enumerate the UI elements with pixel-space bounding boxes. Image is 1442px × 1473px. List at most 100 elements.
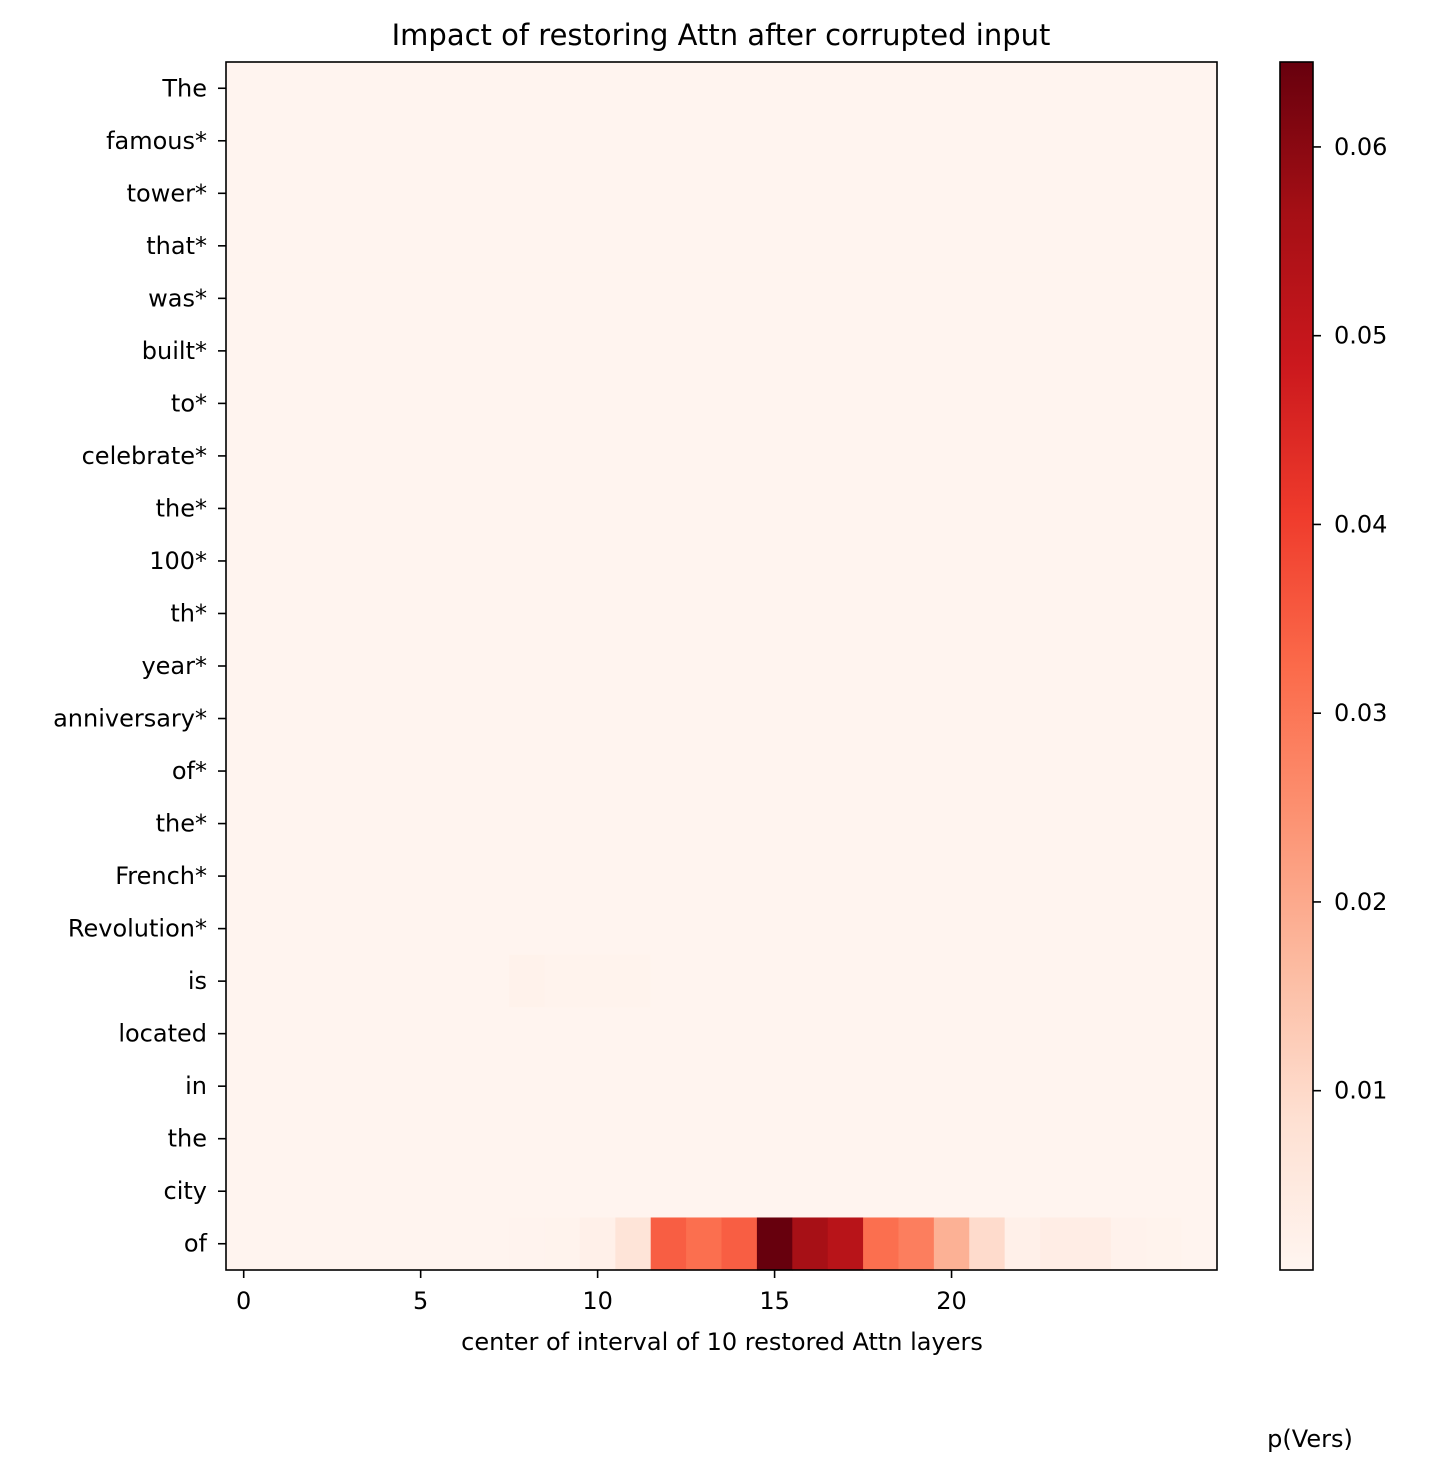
heatmap-cell	[1040, 429, 1077, 483]
heatmap-cell	[650, 849, 687, 903]
colorbar-frame	[1279, 61, 1314, 1271]
heatmap-cell	[579, 1164, 616, 1219]
heatmap-cell	[296, 1007, 333, 1061]
heatmap-cell	[438, 534, 475, 588]
heatmap-cell	[367, 324, 404, 378]
heatmap-cell	[827, 902, 864, 956]
heatmap-cell	[1181, 534, 1218, 588]
heatmap-cell	[1146, 62, 1183, 116]
heatmap-cell	[296, 219, 333, 273]
heatmap-cell	[579, 1217, 616, 1271]
heatmap-cell	[1181, 482, 1218, 536]
heatmap-cell	[226, 272, 262, 326]
heatmap-cell	[438, 429, 475, 483]
heatmap-cell	[579, 534, 616, 588]
heatmap-cell	[509, 587, 546, 641]
colorbar-tick-label: 0.04	[1334, 510, 1387, 538]
heatmap-cell	[1004, 587, 1041, 641]
y-tick-label: the*	[156, 494, 207, 522]
x-tick-label: 5	[413, 1287, 428, 1315]
heatmap-cell	[863, 744, 900, 798]
heatmap-cell	[827, 62, 864, 116]
heatmap-cell	[438, 62, 475, 116]
heatmap-cell	[402, 692, 439, 746]
heatmap-cell	[792, 639, 829, 693]
heatmap-cell	[863, 272, 900, 326]
heatmap-cell	[933, 1164, 970, 1219]
heatmap-cell	[1004, 377, 1041, 431]
heatmap-cell	[686, 587, 723, 641]
heatmap-cell	[1040, 954, 1077, 1008]
heatmap-cell	[1110, 482, 1147, 536]
heatmap-cell	[261, 272, 298, 326]
heatmap-cell	[1110, 849, 1147, 903]
y-tick-label: celebrate*	[82, 442, 207, 470]
heatmap-cell	[686, 324, 723, 378]
heatmap-cell	[332, 639, 369, 693]
heatmap-cell	[1181, 587, 1218, 641]
heatmap-cell	[827, 849, 864, 903]
heatmap-cell	[1004, 167, 1041, 221]
heatmap-cell	[473, 587, 510, 641]
heatmap-cell	[402, 954, 439, 1008]
heatmap-cell	[898, 954, 935, 1008]
heatmap-cell	[509, 272, 546, 326]
heatmap-cell	[933, 167, 970, 221]
heatmap-cell	[756, 429, 793, 483]
heatmap-cell	[1181, 797, 1218, 851]
heatmap-cell	[756, 219, 793, 273]
heatmap-cell	[1004, 849, 1041, 903]
colorbar-tick-label: 0.05	[1334, 322, 1387, 350]
heatmap-cell	[686, 62, 723, 116]
heatmap-cell	[1181, 429, 1218, 483]
heatmap-cell	[792, 272, 829, 326]
heatmap-cell	[579, 1059, 616, 1114]
heatmap-cell	[615, 482, 652, 536]
heatmap-cell	[1075, 1164, 1112, 1219]
heatmap-cell	[1110, 692, 1147, 746]
heatmap-cell	[1110, 62, 1147, 116]
heatmap-cell	[473, 1217, 510, 1271]
heatmap-cell	[1004, 797, 1041, 851]
heatmap-cell	[686, 1112, 723, 1166]
heatmap-cell	[544, 377, 581, 431]
heatmap-cell	[1181, 62, 1218, 116]
heatmap-cell	[402, 114, 439, 168]
heatmap-cell	[544, 1007, 581, 1061]
heatmap-cell	[898, 587, 935, 641]
heatmap-cell	[402, 219, 439, 273]
heatmap-cell	[438, 114, 475, 168]
heatmap-cell	[969, 954, 1006, 1008]
heatmap-cell	[509, 114, 546, 168]
heatmap-cell	[509, 692, 546, 746]
x-tick-label: 10	[582, 1287, 613, 1315]
heatmap-cell	[226, 639, 262, 693]
heatmap-cell	[1075, 744, 1112, 798]
heatmap-cell	[296, 692, 333, 746]
heatmap-cell	[721, 377, 758, 431]
heatmap-cell	[579, 114, 616, 168]
heatmap-cell	[226, 1164, 262, 1219]
heatmap-cell	[1004, 692, 1041, 746]
heatmap-cell	[1146, 167, 1183, 221]
heatmap-cell	[261, 482, 298, 536]
heatmap-cell	[226, 744, 262, 798]
heatmap-cell	[544, 1164, 581, 1219]
heatmap-cell	[615, 1007, 652, 1061]
heatmap-cell	[296, 1164, 333, 1219]
heatmap-cell	[367, 272, 404, 326]
heatmap-cell	[721, 429, 758, 483]
heatmap-cell	[438, 902, 475, 956]
x-tick-label: 20	[936, 1287, 967, 1315]
heatmap-cell	[650, 272, 687, 326]
heatmap-cell	[1110, 377, 1147, 431]
heatmap-cell	[615, 324, 652, 378]
heatmap-cell	[261, 1059, 298, 1114]
heatmap-cell	[792, 692, 829, 746]
heatmap-cell	[261, 1112, 298, 1166]
heatmap-cell	[898, 1112, 935, 1166]
heatmap-cell	[650, 324, 687, 378]
heatmap-cell	[1004, 744, 1041, 798]
heatmap-cell	[1075, 324, 1112, 378]
heatmap-cell	[898, 692, 935, 746]
